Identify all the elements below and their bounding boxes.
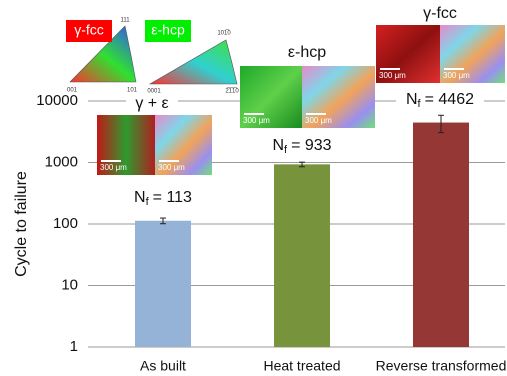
bar bbox=[274, 164, 330, 347]
y-tick-label: 1 bbox=[70, 338, 78, 355]
y-tick-label: 10000 bbox=[36, 92, 78, 109]
scale-bar-label: 300 μm bbox=[158, 163, 185, 172]
x-tick-label: Reverse transformed bbox=[376, 358, 507, 374]
scale-bar-label: 300 μm bbox=[243, 116, 270, 125]
ipf-triangle bbox=[150, 40, 237, 84]
ipf-corner-label: 101̅0 bbox=[217, 30, 231, 37]
x-tick-label: As built bbox=[140, 358, 186, 374]
scale-bar-label: 300 μm bbox=[443, 71, 470, 80]
ipf-corner-label: 001 bbox=[67, 88, 78, 94]
ipf-legend: γ-fcc 111 001 101 bbox=[66, 18, 138, 94]
ipf-label: γ-fcc bbox=[74, 22, 104, 38]
ipf-corner-label: 111 bbox=[120, 18, 130, 24]
data-label: Nf= 933 bbox=[272, 137, 331, 156]
data-label: Nf= 4462 bbox=[406, 91, 474, 110]
data-label-symbol: N bbox=[272, 137, 284, 154]
scale-bar-label: 300 μm bbox=[379, 71, 406, 80]
ipf-corner-label: 101 bbox=[127, 88, 138, 94]
inset: 300 μm 300 μm ε-hcp bbox=[240, 44, 375, 128]
y-tick-label: 10 bbox=[61, 276, 78, 293]
data-label-symbol: N bbox=[134, 189, 146, 206]
bar bbox=[135, 221, 191, 347]
ipf-corner-label: 0001 bbox=[147, 89, 161, 95]
ipf-legend: ε-hcp 101̅0 0001 2̅1̅1̅0 bbox=[145, 20, 239, 95]
phase-label: γ-fcc bbox=[423, 5, 457, 22]
ipf-label: ε-hcp bbox=[151, 22, 185, 38]
x-tick-label: Heat treated bbox=[263, 358, 340, 374]
data-label: Nf= 113 bbox=[134, 189, 192, 208]
ipf-corner-label: 2̅1̅1̅0 bbox=[225, 88, 239, 95]
phase-label: γ + ε bbox=[135, 95, 168, 112]
inset: 300 μm 300 μm γ + ε bbox=[97, 95, 212, 175]
phase-label: ε-hcp bbox=[288, 44, 326, 61]
scale-bar-label: 300 μm bbox=[100, 163, 127, 172]
data-label-symbol: N bbox=[406, 91, 418, 108]
inset: 300 μm 300 μm γ-fcc bbox=[376, 5, 505, 83]
data-label-value: = 113 bbox=[153, 189, 192, 206]
data-label-value: = 933 bbox=[291, 137, 332, 154]
y-axis-label: Cycle to failure bbox=[13, 171, 30, 277]
y-tick-label: 1000 bbox=[45, 153, 78, 170]
chart: Cycle to failure 1 10 100 1000 10000 As built… bbox=[0, 0, 507, 376]
y-tick-label: 100 bbox=[53, 215, 78, 232]
scale-bar-label: 300 μm bbox=[305, 116, 332, 125]
bar bbox=[413, 123, 469, 347]
data-label-value: = 4462 bbox=[425, 91, 474, 108]
